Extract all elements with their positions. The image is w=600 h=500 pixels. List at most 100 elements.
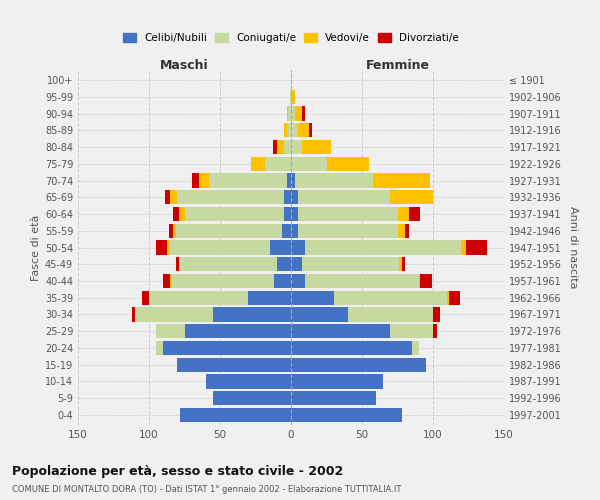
Legend: Celibi/Nubili, Coniugati/e, Vedovi/e, Divorziati/e: Celibi/Nubili, Coniugati/e, Vedovi/e, Di… — [119, 29, 463, 48]
Bar — [248, 290, 291, 305]
Bar — [172, 274, 274, 288]
Bar — [179, 257, 180, 272]
Bar — [185, 324, 291, 338]
Bar — [135, 308, 213, 322]
Bar — [310, 123, 312, 138]
Bar — [291, 274, 305, 288]
Text: Femmine: Femmine — [365, 58, 430, 71]
Bar — [326, 156, 369, 171]
Bar — [295, 106, 302, 120]
Bar — [156, 324, 185, 338]
Bar — [265, 156, 291, 171]
Bar — [398, 207, 409, 221]
Bar — [291, 391, 376, 406]
Bar — [433, 324, 437, 338]
Bar — [191, 174, 199, 188]
Bar — [173, 207, 179, 221]
Bar — [348, 308, 433, 322]
Bar — [291, 374, 383, 388]
Bar — [291, 324, 391, 338]
Bar — [277, 257, 291, 272]
Bar — [292, 90, 295, 104]
Bar — [163, 341, 291, 355]
Bar — [270, 240, 291, 254]
Bar — [412, 341, 419, 355]
Bar — [287, 174, 291, 188]
Bar — [272, 140, 277, 154]
Bar — [291, 106, 295, 120]
Bar — [290, 90, 291, 104]
Bar — [199, 174, 209, 188]
Bar — [170, 190, 178, 204]
Bar — [277, 140, 284, 154]
Bar — [284, 190, 291, 204]
Bar — [291, 257, 302, 272]
Bar — [163, 274, 170, 288]
Bar — [391, 190, 433, 204]
Bar — [402, 257, 404, 272]
Bar — [302, 257, 399, 272]
Bar — [149, 290, 248, 305]
Bar — [251, 156, 265, 171]
Bar — [302, 106, 305, 120]
Bar — [398, 224, 404, 238]
Bar — [291, 190, 298, 204]
Bar — [284, 140, 291, 154]
Bar — [291, 123, 298, 138]
Bar — [213, 308, 291, 322]
Y-axis label: Anni di nascita: Anni di nascita — [568, 206, 578, 289]
Bar — [291, 156, 326, 171]
Bar — [206, 374, 291, 388]
Bar — [291, 90, 292, 104]
Bar — [132, 308, 135, 322]
Bar — [305, 240, 461, 254]
Bar — [213, 391, 291, 406]
Bar — [170, 240, 270, 254]
Bar — [291, 224, 298, 238]
Bar — [176, 257, 179, 272]
Bar — [167, 240, 170, 254]
Bar — [274, 274, 291, 288]
Y-axis label: Fasce di età: Fasce di età — [31, 214, 41, 280]
Bar — [176, 224, 283, 238]
Bar — [298, 224, 398, 238]
Bar — [156, 240, 167, 254]
Bar — [466, 240, 487, 254]
Bar — [180, 257, 277, 272]
Bar — [170, 274, 172, 288]
Bar — [305, 274, 419, 288]
Bar — [298, 190, 391, 204]
Bar — [404, 224, 409, 238]
Bar — [180, 408, 291, 422]
Bar — [291, 140, 302, 154]
Bar — [156, 341, 163, 355]
Bar — [291, 174, 295, 188]
Bar — [291, 308, 348, 322]
Bar — [334, 290, 447, 305]
Bar — [209, 174, 287, 188]
Bar — [284, 207, 291, 221]
Bar — [419, 274, 420, 288]
Bar — [298, 123, 310, 138]
Bar — [291, 358, 426, 372]
Bar — [185, 207, 284, 221]
Bar — [164, 190, 170, 204]
Bar — [291, 290, 334, 305]
Bar — [287, 106, 288, 120]
Bar — [447, 290, 449, 305]
Bar — [287, 123, 291, 138]
Bar — [291, 207, 298, 221]
Bar — [178, 190, 284, 204]
Bar — [399, 257, 402, 272]
Bar — [420, 274, 431, 288]
Bar — [291, 341, 412, 355]
Bar — [169, 224, 173, 238]
Bar — [461, 240, 466, 254]
Bar — [391, 324, 433, 338]
Text: Popolazione per età, sesso e stato civile - 2002: Popolazione per età, sesso e stato civil… — [12, 465, 343, 478]
Bar — [283, 224, 291, 238]
Bar — [179, 207, 185, 221]
Bar — [373, 174, 430, 188]
Bar — [284, 123, 287, 138]
Bar — [288, 106, 291, 120]
